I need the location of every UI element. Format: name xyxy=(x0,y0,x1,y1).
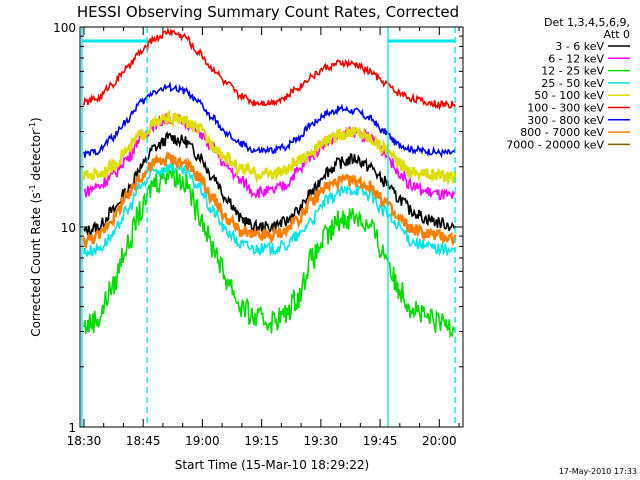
series-line-4 xyxy=(82,109,457,186)
x-tick-label: 19:15 xyxy=(244,434,279,448)
series-line-7 xyxy=(82,150,457,250)
y-axis-label-main: Corrected Count Rate (s xyxy=(29,192,43,336)
legend-header: Det 1,3,4,5,6,9, xyxy=(544,16,630,29)
legend-label-3: 25 - 50 keV xyxy=(541,77,604,90)
legend-label-8: 7000 - 20000 keV xyxy=(506,138,604,151)
series-line-5 xyxy=(83,26,456,111)
y-tick-label: 100 xyxy=(53,21,76,35)
series-layer xyxy=(82,26,457,339)
legend-label-2: 12 - 25 keV xyxy=(541,65,604,78)
axes-layer: 18:30 18:45 19:00 19:15 19:30 19:45 20:00 1 10 10… xyxy=(53,21,463,448)
legend-header-att: Att 0 xyxy=(604,28,630,41)
legend-label-1: 6 - 12 keV xyxy=(548,52,604,65)
legend-label-4: 50 - 100 keV xyxy=(534,89,604,102)
y-axis-label: Corrected Count Rate (s-1 detector-1) xyxy=(28,117,43,336)
chart-title: HESSI Observing Summary Count Rates, Cor… xyxy=(77,3,459,21)
x-tick-label: 18:45 xyxy=(126,434,161,448)
series-line-6 xyxy=(83,80,456,159)
series-line-3 xyxy=(83,161,456,258)
y-axis-label-sup: -1 xyxy=(28,184,37,192)
series-line-2 xyxy=(83,162,456,339)
x-tick-label: 19:00 xyxy=(185,434,220,448)
y-axis-label-end: ) xyxy=(29,117,43,122)
y-tick-label: 1 xyxy=(68,421,76,435)
y-axis-label-tail: detector xyxy=(29,130,43,185)
x-tick-label: 19:45 xyxy=(363,434,398,448)
y-tick-label: 10 xyxy=(61,221,76,235)
timestamp: 17-May-2010 17:33 xyxy=(559,467,637,476)
x-tick-label: 20:00 xyxy=(422,434,457,448)
legend-label-7: 800 - 7000 keV xyxy=(520,126,604,139)
legend-label-6: 300 - 800 keV xyxy=(527,114,604,127)
legend-label-0: 3 - 6 keV xyxy=(555,40,604,53)
x-axis-label: Start Time (15-Mar-10 18:29:22) xyxy=(175,458,369,472)
y-axis-label-sup2: -1 xyxy=(28,122,37,130)
x-tick-label: 19:30 xyxy=(304,434,339,448)
legend-label-5: 100 - 300 keV xyxy=(527,102,604,115)
x-tick-label: 18:30 xyxy=(67,434,102,448)
